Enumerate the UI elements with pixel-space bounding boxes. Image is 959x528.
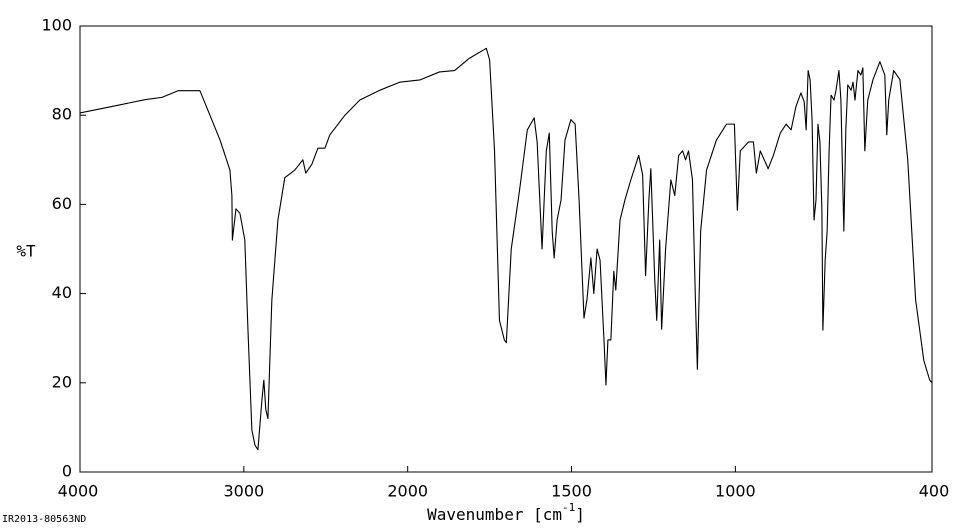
x-tick-label: 2000	[387, 482, 428, 501]
x-tick-label: 3000	[223, 482, 264, 501]
y-tick-label: 20	[52, 372, 72, 391]
spectrum-id: IR2013-80563ND	[2, 514, 86, 525]
y-tick-label: 100	[41, 16, 72, 35]
plot-frame	[79, 25, 933, 473]
y-tick-label: 80	[52, 105, 72, 124]
x-axis-label-end: ]	[575, 505, 585, 524]
x-axis-label: Wavenumber [cm-1]	[427, 501, 585, 524]
x-axis-label-sup: -1	[562, 501, 575, 514]
y-axis-label: %T	[16, 242, 36, 261]
y-tick-label: 40	[52, 283, 72, 302]
spectrum-line	[79, 47, 933, 451]
x-tick-label: 1000	[715, 482, 756, 501]
y-tick-label: 0	[62, 462, 72, 481]
y-tick-label: 60	[52, 194, 72, 213]
x-tick-label: 400	[919, 482, 950, 501]
x-tick-label: 1500	[551, 482, 592, 501]
x-tick-label: 4000	[58, 482, 99, 501]
x-axis-label-main: Wavenumber [cm	[427, 505, 562, 524]
